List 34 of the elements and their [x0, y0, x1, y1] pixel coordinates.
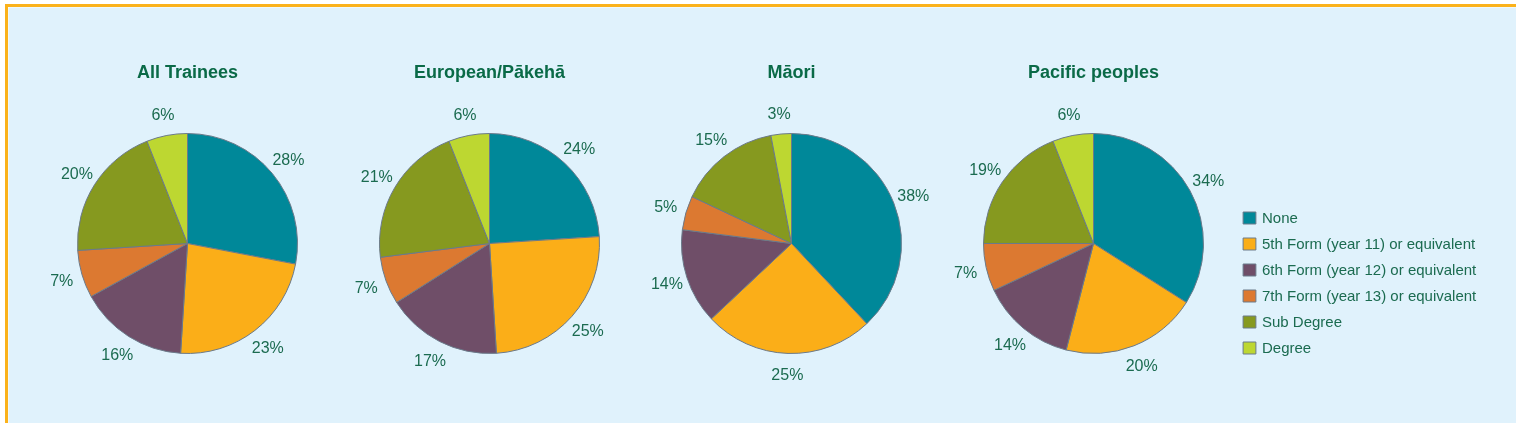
data-label: 20% [1125, 356, 1158, 374]
data-label: 14% [650, 275, 683, 293]
legend-label: None [1262, 209, 1298, 226]
data-label: 25% [771, 365, 804, 383]
legend-label: Sub Degree [1262, 313, 1343, 330]
data-label: 17% [414, 351, 447, 369]
data-label: 34% [1192, 171, 1225, 189]
slice-label: European/Pākehā [413, 61, 567, 82]
legend-label: 7th Form (year 13) or equivalent [1262, 287, 1477, 304]
legend-label: 6th Form (year 12) or equivalent [1262, 261, 1477, 278]
data-label: 24% [563, 139, 596, 157]
data-label: 38% [897, 186, 930, 204]
data-label: 6% [453, 106, 477, 124]
legend-label: 5th Form (year 11) or equivalent [1262, 235, 1476, 252]
data-label: 28% [272, 151, 305, 169]
data-label: 7% [354, 279, 378, 297]
slice-label: All Trainees [136, 61, 239, 82]
data-label: 21% [360, 168, 393, 186]
data-label: 7% [954, 263, 978, 281]
data-label: 6% [151, 106, 175, 124]
data-label: 15% [695, 131, 728, 149]
slice-label: Pacific peoples [1027, 61, 1160, 82]
data-label: 23% [251, 338, 284, 356]
data-label: 5% [654, 198, 678, 216]
data-label: 20% [60, 164, 93, 182]
data-label: 16% [101, 345, 134, 363]
data-label: 19% [969, 161, 1002, 179]
data-label: 3% [767, 104, 791, 122]
slice-label: Māori [767, 61, 816, 82]
data-label: 25% [571, 321, 604, 339]
data-label: 14% [993, 335, 1027, 353]
data-label: 6% [1057, 106, 1081, 124]
legend-label: Degree [1262, 339, 1312, 356]
data-label: 7% [50, 271, 74, 289]
